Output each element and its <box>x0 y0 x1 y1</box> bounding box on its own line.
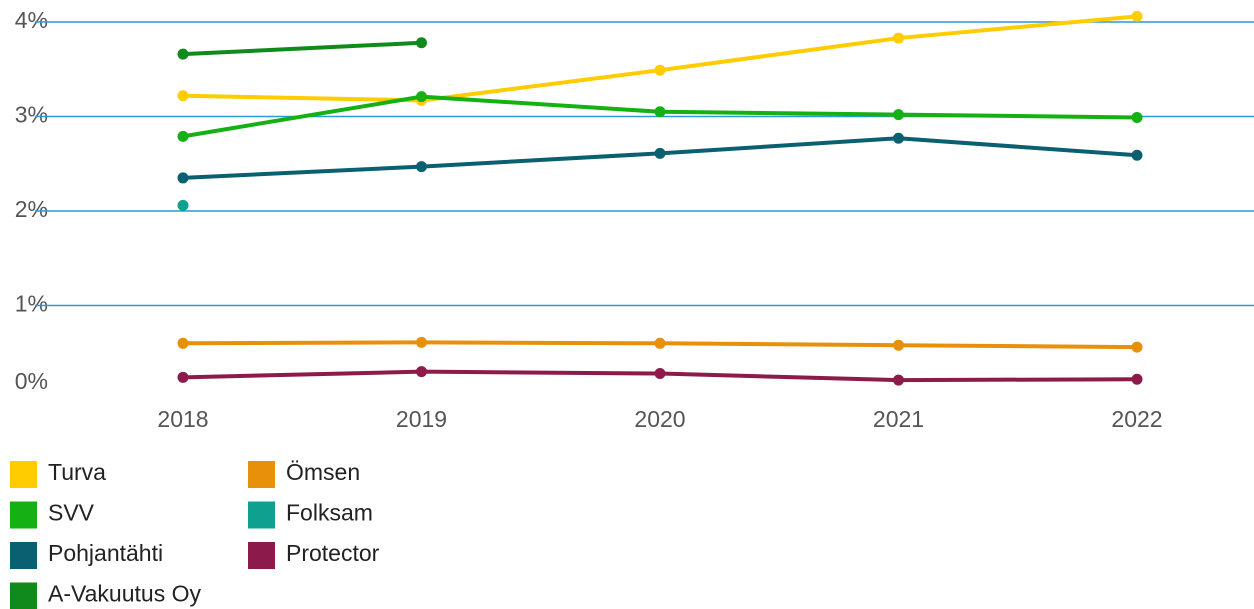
point <box>893 132 904 144</box>
y-tick-label: 0% <box>15 368 48 394</box>
point <box>177 172 189 184</box>
x-tick-label: 2021 <box>873 406 924 432</box>
legend-swatch <box>10 461 37 488</box>
point <box>1131 341 1143 353</box>
point <box>893 32 904 44</box>
point <box>416 366 427 378</box>
legend-swatch <box>10 542 37 569</box>
point <box>654 147 666 159</box>
point <box>654 106 666 118</box>
legend-swatch <box>10 582 37 609</box>
x-tick-label: 2018 <box>157 406 208 432</box>
point <box>177 48 189 60</box>
legend-label: SVV <box>48 500 95 526</box>
legend-swatch <box>10 501 37 529</box>
point <box>416 91 427 103</box>
y-tick-label: 1% <box>15 291 48 317</box>
y-tick-label: 4% <box>15 7 48 33</box>
point <box>893 339 904 351</box>
point <box>416 161 427 173</box>
point <box>177 337 189 349</box>
series-line <box>182 40 422 57</box>
legend-label: Pohjantähti <box>48 540 163 566</box>
point <box>1131 10 1143 22</box>
series-line <box>182 14 1138 103</box>
point <box>177 130 189 142</box>
point <box>654 337 666 349</box>
y-tick-label: 2% <box>15 196 48 222</box>
point <box>1131 111 1143 123</box>
legend-swatch <box>248 542 275 569</box>
point <box>177 90 189 102</box>
x-tick-label: 2019 <box>396 406 447 432</box>
point <box>1131 149 1143 161</box>
point <box>654 64 666 76</box>
point <box>177 371 189 383</box>
point <box>893 374 904 386</box>
legend-label: Turva <box>48 459 106 485</box>
point <box>177 199 189 211</box>
legend-swatch <box>248 501 275 529</box>
point <box>416 37 427 49</box>
point <box>1131 373 1143 385</box>
legend-label: Protector <box>286 540 380 566</box>
legend-swatch <box>248 461 275 488</box>
legend-label: Folksam <box>286 500 373 526</box>
point <box>416 336 427 348</box>
legend-label: Ömsen <box>286 459 360 485</box>
x-tick-label: 2020 <box>634 406 685 432</box>
point <box>893 109 904 121</box>
y-tick-label: 3% <box>15 102 48 128</box>
x-tick-label: 2022 <box>1111 406 1162 432</box>
point <box>654 368 666 380</box>
legend-label: A-Vakuutus Oy <box>48 581 201 607</box>
